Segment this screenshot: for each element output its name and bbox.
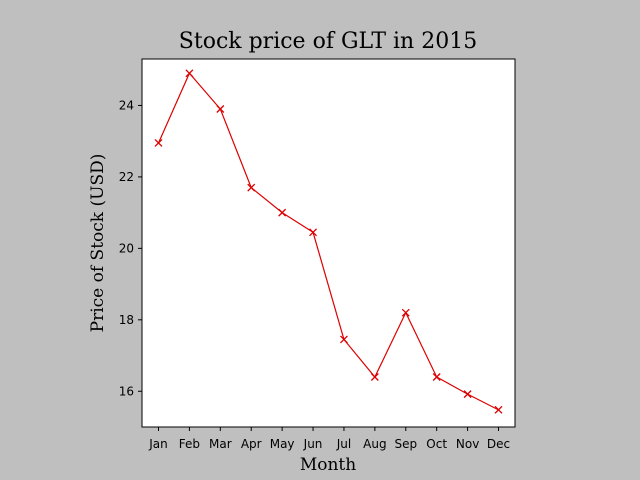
x-tick-label: Apr [241, 437, 262, 451]
data-point-jun [309, 228, 318, 237]
y-axis-label: Price of Stock (USD) [88, 154, 108, 333]
x-tick-label: Oct [426, 437, 447, 451]
y-tick-label: 24 [119, 98, 134, 112]
x-tick-label: Mar [209, 437, 232, 451]
data-point-jan [154, 139, 163, 147]
y-tick-label: 22 [119, 170, 134, 184]
x-tick-label: Jul [336, 437, 351, 451]
y-axis: 16 18 20 22 24 [119, 98, 142, 398]
x-axis: Jan Feb Mar Apr May Jun Jul Aug Sep Oct Nov Dec [148, 427, 510, 451]
x-tick-label: May [270, 437, 295, 451]
x-tick-label: Sep [394, 437, 417, 451]
data-point-oct [432, 373, 441, 381]
x-tick-label: Dec [487, 437, 510, 451]
data-point-may [278, 208, 287, 217]
x-tick-label: Aug [363, 437, 386, 451]
x-tick-label: Jan [148, 437, 168, 451]
x-tick-label: Feb [179, 437, 200, 451]
y-tick-label: 18 [119, 313, 134, 327]
x-axis-label: Month [300, 455, 356, 475]
plot-area [142, 59, 515, 427]
plot-frame [141, 58, 516, 428]
x-tick-label: Jun [303, 437, 323, 451]
data-point-mar [216, 105, 225, 113]
data-point-aug [370, 373, 379, 381]
chart-title: Stock price of GLT in 2015 [179, 29, 477, 54]
series-line [157, 72, 499, 411]
y-tick-label: 20 [119, 241, 134, 255]
y-tick-label: 16 [119, 384, 134, 398]
data-point-feb [185, 69, 194, 78]
data-point-sep [401, 308, 410, 317]
x-tick-label: Nov [456, 437, 479, 451]
data-point-dec [494, 405, 503, 414]
data-point-apr [247, 183, 256, 192]
data-point-jul [339, 335, 348, 344]
data-point-nov [463, 390, 472, 399]
series-layer [154, 69, 503, 414]
